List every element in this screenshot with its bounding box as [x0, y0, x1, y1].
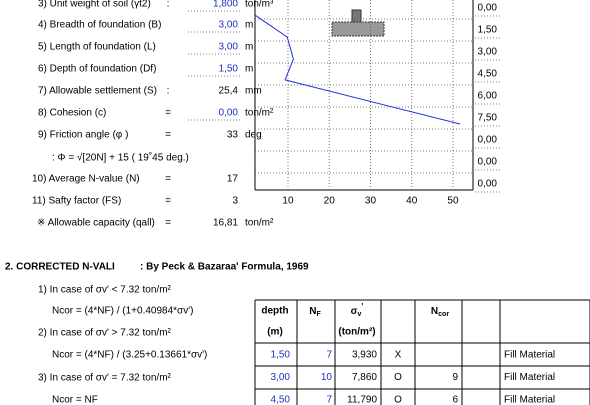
table-cell: 7	[326, 350, 332, 361]
depth-cell: 0,00	[478, 157, 498, 168]
param-unit: m	[245, 42, 253, 53]
param-separator: =	[165, 196, 171, 207]
x-tick-label: 10	[282, 196, 294, 207]
header: depth	[261, 306, 288, 317]
param-value: 3,00	[219, 20, 239, 31]
case-text: 3) In case of σv' = 7.32 ton/m²	[38, 373, 172, 384]
header: NF	[309, 306, 321, 318]
param-value: 1,800	[213, 0, 238, 10]
case-text: Ncor = (4*NF) / (3.25+0.13661*σv')	[52, 350, 207, 361]
param-value: 3,00	[219, 42, 239, 53]
param-separator: :	[167, 86, 170, 97]
x-tick-label: 40	[406, 196, 418, 207]
param-separator: =	[165, 174, 171, 185]
param-value: 33	[227, 130, 239, 141]
table-cell: X	[395, 350, 402, 361]
header: (m)	[267, 327, 283, 338]
param-label: 10) Average N-value (N)	[32, 174, 140, 185]
param-value: 16,81	[213, 218, 238, 229]
param-label: 9) Friction angle (φ )	[38, 130, 128, 141]
depth-cell: 3,00	[478, 47, 498, 58]
data-line	[254, 14, 461, 125]
header: σv'	[351, 302, 364, 318]
table-cell: 3,00	[271, 372, 291, 383]
table-cell: Fill Material	[504, 395, 555, 405]
param-label: 4) Breadth of foundation (B)	[38, 20, 161, 31]
depth-cell: 0,00	[478, 3, 498, 14]
param-value: 17	[227, 174, 239, 185]
case-text: Ncor = (4*NF) / (1+0.40984*σv')	[52, 306, 193, 317]
table-cell: 9	[452, 372, 458, 383]
table-cell: 3,930	[352, 350, 377, 361]
param-label: 6) Depth of foundation (Df)	[38, 64, 156, 75]
param-value: 25,4	[219, 86, 239, 97]
param-value: 0,00	[219, 108, 239, 119]
depth-cell: 6,00	[478, 91, 498, 102]
param-value: 3	[232, 196, 238, 207]
depth-cell: 1,50	[478, 25, 498, 36]
param-label: : Φ = √[20N] + 15 ( 19˚45 deg.)	[52, 152, 189, 164]
param-label: 7) Allowable settlement (S)	[38, 86, 157, 97]
param-label: 8) Cohesion (c)	[38, 108, 106, 119]
table-cell: 7,860	[352, 372, 377, 383]
case-text: 2) In case of σv' > 7.32 ton/m²	[38, 328, 172, 339]
table-cell: Fill Material	[504, 350, 555, 361]
param-label: 11) Safty factor (FS)	[32, 196, 121, 207]
header-part: F	[316, 311, 321, 318]
header-part: cor	[438, 311, 449, 318]
table-cell: 1,50	[271, 350, 291, 361]
table-cell: O	[394, 372, 402, 383]
depth-cell: 0,00	[478, 135, 498, 146]
table-cell: O	[394, 395, 402, 405]
header-part: '	[361, 302, 363, 311]
table-cell: 11,790	[347, 395, 377, 405]
case-text: 1) In case of σv' < 7.32 ton/m²	[38, 285, 172, 296]
param-separator: =	[165, 218, 171, 229]
param-label: 3) Unit weight of soil (γt2)	[38, 0, 151, 10]
depth-cell: 0,00	[478, 179, 498, 190]
param-label: ※ Allowable capacity (qall)	[37, 218, 155, 229]
param-unit: m	[245, 20, 253, 31]
header-part: N	[431, 306, 438, 317]
table-cell: 7	[326, 395, 332, 405]
table-cell: 4,50	[271, 395, 291, 405]
param-unit: deg	[245, 130, 262, 141]
param-value: 1,50	[219, 64, 239, 75]
x-tick-label: 30	[365, 196, 377, 207]
header: (ton/m²)	[338, 327, 375, 338]
param-unit: ton/m²	[245, 218, 274, 229]
x-tick-label: 20	[324, 196, 336, 207]
table-cell: 10	[321, 372, 333, 383]
param-label: 5) Length of foundation (L)	[38, 42, 156, 53]
param-unit: mm	[245, 86, 262, 97]
section-title: 2. CORRECTED N-VALI	[5, 262, 115, 273]
param-separator: :	[167, 0, 170, 10]
depth-cell: 4,50	[478, 69, 498, 80]
x-tick-label: 50	[447, 196, 459, 207]
header-part: N	[309, 306, 316, 317]
section-subtitle: : By Peck & Bazaraa' Formula, 1969	[140, 262, 309, 273]
param-unit: ton/m²	[245, 108, 274, 119]
param-separator: =	[165, 130, 171, 141]
header-part: v	[358, 311, 362, 318]
table-cell: Fill Material	[504, 372, 555, 383]
depth-cell: 7,50	[478, 113, 498, 124]
case-text: Ncor = NF	[52, 395, 98, 405]
header: Ncor	[431, 306, 449, 318]
table-cell: 6	[452, 395, 458, 405]
param-unit: m	[245, 64, 253, 75]
header-part: σ	[351, 306, 358, 317]
foundation-icon	[331, 9, 385, 37]
param-separator: =	[165, 108, 171, 119]
param-unit: ton/m³	[245, 0, 274, 10]
